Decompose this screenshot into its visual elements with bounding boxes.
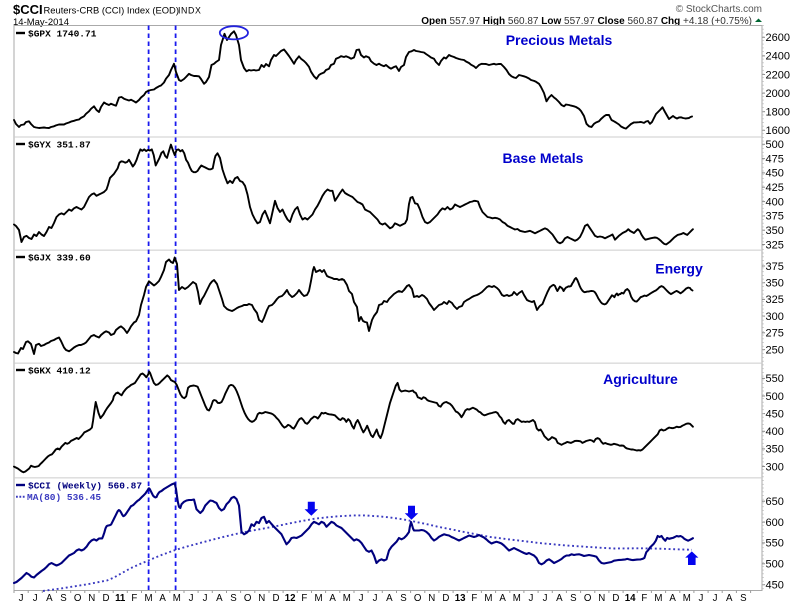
- svg-text:500: 500: [766, 139, 784, 151]
- svg-text:© StockCharts.com: © StockCharts.com: [676, 4, 762, 15]
- svg-text:$CCI: $CCI: [13, 2, 43, 17]
- svg-text:A: A: [669, 593, 676, 604]
- svg-text:275: 275: [766, 328, 784, 340]
- svg-text:450: 450: [766, 168, 784, 180]
- svg-text:J: J: [373, 593, 378, 604]
- svg-text:450: 450: [766, 580, 784, 592]
- svg-text:300: 300: [766, 461, 784, 473]
- svg-text:12: 12: [285, 593, 296, 604]
- svg-text:M: M: [654, 593, 662, 604]
- svg-text:550: 550: [766, 373, 784, 385]
- svg-text:J: J: [19, 593, 24, 604]
- svg-text:400: 400: [766, 196, 784, 208]
- svg-text:475: 475: [766, 153, 784, 165]
- svg-text:M: M: [683, 593, 691, 604]
- svg-text:MA(80) 536.45: MA(80) 536.45: [27, 492, 101, 503]
- svg-text:1800: 1800: [766, 107, 790, 119]
- svg-text:A: A: [556, 593, 563, 604]
- svg-text:J: J: [203, 593, 208, 604]
- svg-text:M: M: [343, 593, 351, 604]
- svg-text:J: J: [359, 593, 364, 604]
- svg-text:Reuters-CRB (CCI) Index (EOD): Reuters-CRB (CCI) Index (EOD): [44, 5, 179, 16]
- svg-text:$GJX 339.60: $GJX 339.60: [28, 253, 91, 264]
- svg-text:350: 350: [766, 225, 784, 237]
- svg-text:O: O: [244, 593, 252, 604]
- svg-text:2200: 2200: [766, 69, 790, 81]
- svg-text:A: A: [216, 593, 223, 604]
- svg-text:N: N: [258, 593, 265, 604]
- svg-text:O: O: [414, 593, 422, 604]
- svg-text:S: S: [230, 593, 237, 604]
- svg-text:M: M: [484, 593, 492, 604]
- svg-text:F: F: [471, 593, 477, 604]
- svg-text:S: S: [740, 593, 747, 604]
- svg-text:A: A: [329, 593, 336, 604]
- svg-text:$CCI (Weekly) 560.87: $CCI (Weekly) 560.87: [28, 481, 142, 492]
- svg-text:M: M: [173, 593, 181, 604]
- svg-text:2400: 2400: [766, 51, 790, 63]
- svg-text:F: F: [301, 593, 307, 604]
- svg-text:M: M: [513, 593, 521, 604]
- svg-text:375: 375: [766, 261, 784, 273]
- svg-text:2000: 2000: [766, 88, 790, 100]
- svg-text:350: 350: [766, 278, 784, 290]
- svg-text:INDX: INDX: [178, 6, 201, 16]
- svg-text:500: 500: [766, 391, 784, 403]
- svg-text:600: 600: [766, 517, 784, 529]
- svg-text:S: S: [570, 593, 577, 604]
- svg-text:A: A: [499, 593, 506, 604]
- svg-text:J: J: [528, 593, 533, 604]
- svg-text:F: F: [131, 593, 137, 604]
- svg-text:A: A: [159, 593, 166, 604]
- svg-text:O: O: [74, 593, 82, 604]
- svg-text:A: A: [46, 593, 53, 604]
- svg-text:F: F: [641, 593, 647, 604]
- svg-text:M: M: [144, 593, 152, 604]
- svg-text:550: 550: [766, 538, 784, 550]
- svg-text:325: 325: [766, 294, 784, 306]
- svg-text:13: 13: [455, 593, 466, 604]
- svg-text:J: J: [33, 593, 38, 604]
- svg-text:14: 14: [625, 593, 636, 604]
- svg-text:650: 650: [766, 496, 784, 508]
- svg-text:J: J: [698, 593, 703, 604]
- svg-text:$GKX 410.12: $GKX 410.12: [28, 366, 91, 377]
- svg-text:J: J: [713, 593, 718, 604]
- svg-text:D: D: [273, 593, 280, 604]
- svg-text:350: 350: [766, 444, 784, 456]
- svg-text:2600: 2600: [766, 32, 790, 44]
- svg-text:Base Metals: Base Metals: [503, 150, 584, 166]
- svg-text:14-May-2014: 14-May-2014: [13, 17, 69, 28]
- svg-text:D: D: [612, 593, 619, 604]
- svg-text:Open 557.97 High 560.87 Low 55: Open 557.97 High 560.87 Low 557.97 Close…: [421, 16, 752, 27]
- svg-text:$GPX 1740.71: $GPX 1740.71: [28, 29, 97, 40]
- svg-text:400: 400: [766, 426, 784, 438]
- svg-text:D: D: [103, 593, 110, 604]
- svg-text:A: A: [726, 593, 733, 604]
- svg-text:375: 375: [766, 211, 784, 223]
- svg-text:$GYX 351.87: $GYX 351.87: [28, 140, 91, 151]
- svg-text:1600: 1600: [766, 125, 790, 137]
- svg-text:Energy: Energy: [655, 261, 703, 277]
- svg-text:N: N: [428, 593, 435, 604]
- svg-text:450: 450: [766, 408, 784, 420]
- svg-text:300: 300: [766, 311, 784, 323]
- svg-text:11: 11: [115, 593, 126, 604]
- svg-text:N: N: [88, 593, 95, 604]
- svg-text:325: 325: [766, 239, 784, 251]
- svg-text:M: M: [314, 593, 322, 604]
- svg-text:N: N: [598, 593, 605, 604]
- svg-text:S: S: [60, 593, 67, 604]
- svg-text:S: S: [400, 593, 407, 604]
- svg-text:J: J: [543, 593, 548, 604]
- svg-text:Agriculture: Agriculture: [603, 371, 678, 387]
- svg-text:500: 500: [766, 559, 784, 571]
- svg-text:250: 250: [766, 344, 784, 356]
- svg-text:A: A: [386, 593, 393, 604]
- svg-text:Precious Metals: Precious Metals: [506, 32, 613, 48]
- svg-text:D: D: [442, 593, 449, 604]
- svg-text:425: 425: [766, 182, 784, 194]
- svg-text:J: J: [189, 593, 194, 604]
- svg-text:O: O: [584, 593, 592, 604]
